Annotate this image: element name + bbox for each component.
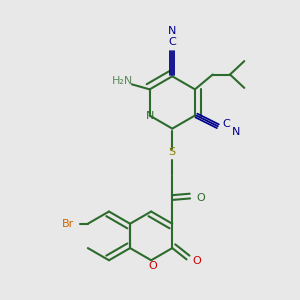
- Text: C: C: [168, 37, 176, 47]
- Text: N: N: [168, 26, 176, 36]
- Text: Br: Br: [61, 219, 74, 229]
- Text: N: N: [146, 110, 154, 121]
- Text: O: O: [197, 193, 206, 202]
- Text: O: O: [193, 256, 201, 266]
- Text: N: N: [232, 127, 241, 136]
- Text: O: O: [148, 261, 157, 271]
- Text: C: C: [222, 119, 230, 129]
- Text: H₂N: H₂N: [112, 76, 134, 86]
- Text: S: S: [169, 147, 176, 158]
